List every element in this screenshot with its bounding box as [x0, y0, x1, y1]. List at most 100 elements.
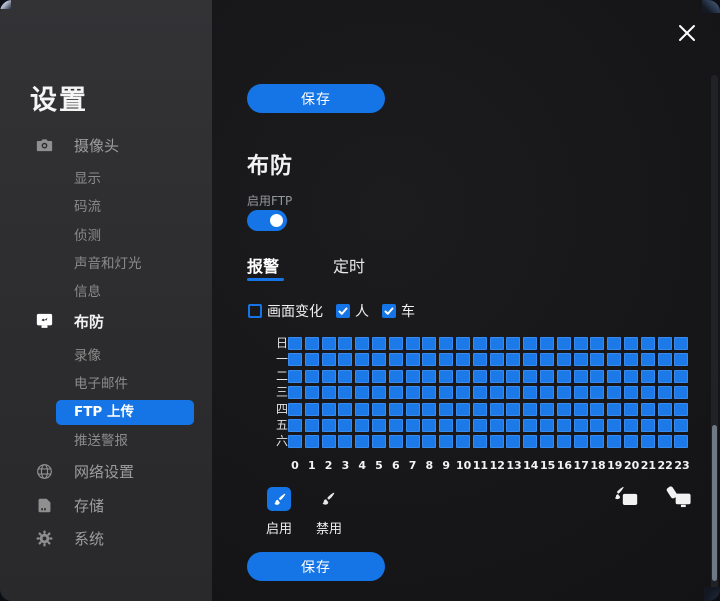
sidebar-item-recording[interactable]: 录像	[0, 346, 212, 366]
schedule-cell[interactable]	[422, 337, 437, 350]
schedule-cell[interactable]	[623, 369, 638, 383]
schedule-cell[interactable]	[674, 435, 689, 449]
schedule-cell[interactable]	[422, 402, 437, 416]
schedule-cell[interactable]	[422, 386, 437, 400]
schedule-cell[interactable]	[288, 337, 302, 350]
schedule-cell[interactable]	[573, 402, 588, 416]
schedule-cell[interactable]	[388, 402, 403, 416]
schedule-cell[interactable]	[489, 402, 504, 416]
schedule-cell[interactable]	[657, 402, 672, 416]
schedule-cell[interactable]	[506, 402, 521, 416]
schedule-cell[interactable]	[405, 402, 420, 416]
schedule-cell[interactable]	[455, 337, 470, 350]
schedule-cell[interactable]	[355, 369, 370, 383]
schedule-cell[interactable]	[388, 369, 403, 383]
schedule-cell[interactable]	[355, 402, 370, 416]
schedule-cell[interactable]	[388, 418, 403, 432]
schedule-cell[interactable]	[472, 402, 487, 416]
schedule-cell[interactable]	[506, 369, 521, 383]
schedule-cell[interactable]	[355, 418, 370, 432]
schedule-cell[interactable]	[455, 386, 470, 400]
schedule-cell[interactable]	[388, 337, 403, 350]
schedule-cell[interactable]	[640, 386, 655, 400]
schedule-cell[interactable]	[657, 386, 672, 400]
schedule-cell[interactable]	[539, 337, 554, 350]
schedule-cell[interactable]	[439, 386, 454, 400]
schedule-cell[interactable]	[539, 386, 554, 400]
schedule-cell[interactable]	[556, 435, 571, 449]
schedule-cell[interactable]	[523, 402, 538, 416]
schedule-cell[interactable]	[405, 369, 420, 383]
schedule-cell[interactable]	[304, 369, 319, 383]
schedule-cell[interactable]	[489, 369, 504, 383]
schedule-cell[interactable]	[523, 386, 538, 400]
clear-all-eraser-icon[interactable]	[666, 485, 693, 510]
schedule-cell[interactable]	[455, 369, 470, 383]
schedule-cell[interactable]	[607, 369, 622, 383]
schedule-cell[interactable]	[371, 402, 386, 416]
schedule-cell[interactable]	[422, 418, 437, 432]
schedule-cell[interactable]	[539, 369, 554, 383]
sidebar-item-sound-light[interactable]: 声音和灯光	[0, 254, 212, 274]
schedule-cell[interactable]	[674, 386, 689, 400]
schedule-cell[interactable]	[321, 337, 336, 350]
schedule-cell[interactable]	[506, 386, 521, 400]
schedule-cell[interactable]	[523, 369, 538, 383]
schedule-cell[interactable]	[405, 353, 420, 367]
schedule-cell[interactable]	[590, 353, 605, 367]
schedule-cell[interactable]	[623, 435, 638, 449]
schedule-cell[interactable]	[338, 435, 353, 449]
schedule-cell[interactable]	[288, 418, 302, 432]
schedule-cell[interactable]	[640, 337, 655, 350]
schedule-cell[interactable]	[674, 418, 689, 432]
schedule-cell[interactable]	[623, 418, 638, 432]
schedule-cell[interactable]	[506, 337, 521, 350]
schedule-cell[interactable]	[455, 435, 470, 449]
tab-alarm[interactable]: 报警	[247, 257, 280, 276]
schedule-cell[interactable]	[338, 353, 353, 367]
schedule-cell[interactable]	[539, 418, 554, 432]
schedule-cell[interactable]	[388, 353, 403, 367]
schedule-cell[interactable]	[640, 418, 655, 432]
schedule-cell[interactable]	[640, 402, 655, 416]
schedule-cell[interactable]	[506, 435, 521, 449]
schedule-cell[interactable]	[489, 418, 504, 432]
schedule-cell[interactable]	[338, 369, 353, 383]
schedule-cell[interactable]	[439, 402, 454, 416]
enable-brush-button[interactable]	[267, 487, 291, 511]
schedule-cell[interactable]	[321, 386, 336, 400]
select-all-brush-icon[interactable]	[614, 486, 640, 510]
checkbox-scene-change[interactable]: 画面变化	[248, 301, 323, 321]
schedule-cell[interactable]	[573, 353, 588, 367]
schedule-cell[interactable]	[355, 386, 370, 400]
schedule-cell[interactable]	[556, 386, 571, 400]
schedule-cell[interactable]	[355, 435, 370, 449]
schedule-cell[interactable]	[304, 337, 319, 350]
schedule-cell[interactable]	[590, 418, 605, 432]
schedule-cell[interactable]	[455, 402, 470, 416]
schedule-cell[interactable]	[674, 402, 689, 416]
schedule-cell[interactable]	[304, 353, 319, 367]
schedule-cell[interactable]	[472, 386, 487, 400]
schedule-cell[interactable]	[607, 386, 622, 400]
schedule-cell[interactable]	[288, 402, 302, 416]
schedule-cell[interactable]	[304, 435, 319, 449]
schedule-cell[interactable]	[455, 418, 470, 432]
schedule-cell[interactable]	[657, 353, 672, 367]
schedule-cell[interactable]	[288, 353, 302, 367]
schedule-cell[interactable]	[338, 402, 353, 416]
schedule-cell[interactable]	[388, 386, 403, 400]
schedule-cell[interactable]	[623, 386, 638, 400]
schedule-cell[interactable]	[288, 435, 302, 449]
schedule-cell[interactable]	[439, 369, 454, 383]
schedule-cell[interactable]	[556, 353, 571, 367]
schedule-cell[interactable]	[556, 418, 571, 432]
schedule-cell[interactable]	[640, 435, 655, 449]
schedule-cell[interactable]	[405, 337, 420, 350]
schedule-cell[interactable]	[523, 435, 538, 449]
schedule-cell[interactable]	[422, 435, 437, 449]
schedule-cell[interactable]	[355, 337, 370, 350]
sidebar-item-info[interactable]: 信息	[0, 282, 212, 302]
schedule-cell[interactable]	[523, 337, 538, 350]
schedule-cell[interactable]	[489, 386, 504, 400]
